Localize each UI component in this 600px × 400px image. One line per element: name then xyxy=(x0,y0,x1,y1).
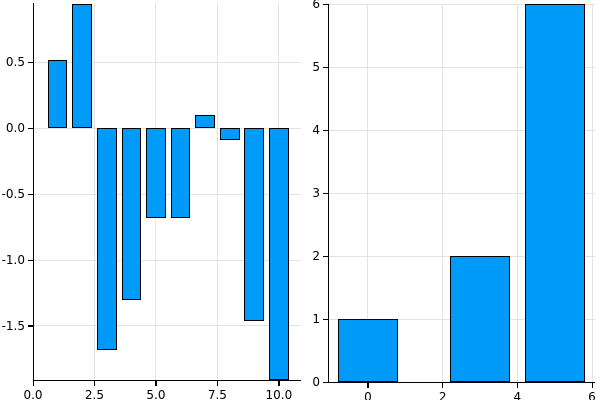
y-tick-0.5 xyxy=(28,61,33,63)
x-tick-2.5 xyxy=(93,381,96,386)
bar-right-3 xyxy=(524,4,585,382)
right-bar-chart: 0 2 4 6 0 1 2 3 4 5 6 xyxy=(312,0,595,400)
bar-left-10 xyxy=(269,128,289,380)
y-tick-label: 3 xyxy=(312,186,320,200)
bar-left-8 xyxy=(219,128,240,141)
x-tick-5.0 xyxy=(155,381,157,386)
x-tick-label: 0.0 xyxy=(23,388,43,400)
bar-right-2 xyxy=(450,256,510,382)
x-tick-label: 2 xyxy=(438,390,447,400)
y-axis-spine xyxy=(33,3,35,380)
y-tick-5 xyxy=(323,66,328,68)
y-gridline--0.5 xyxy=(33,193,301,195)
x-tick-0 xyxy=(367,383,369,388)
x-tick-4 xyxy=(516,383,518,388)
y-tick-label: 4 xyxy=(312,123,320,137)
y-tick-2 xyxy=(323,255,328,257)
x-tick-label: 10.0 xyxy=(265,388,293,400)
y-gridline--1.0 xyxy=(33,259,301,261)
x-tick-label: 2.5 xyxy=(84,388,104,400)
y-tick-label: 0.0 xyxy=(5,121,25,136)
x-tick-label: 5.0 xyxy=(146,388,166,400)
y-tick-label: 0 xyxy=(312,375,320,389)
left-bar-chart: 0.0 2.5 5.0 7.5 10.0 0.5 0.0 -0.5 -1.0 -1.5 xyxy=(2,3,301,400)
bar-left-6 xyxy=(170,128,191,218)
y-gridline--1.5 xyxy=(33,325,301,327)
x-tick-2 xyxy=(442,383,444,388)
x-axis-spine xyxy=(33,380,301,382)
bar-left-7 xyxy=(195,115,215,129)
x-tick-label: 0 xyxy=(364,390,372,400)
y-tick-label: 5 xyxy=(312,60,320,74)
y-tick-label: 6 xyxy=(312,0,320,11)
y-tick-3 xyxy=(323,192,328,194)
y-tick-4 xyxy=(323,129,328,131)
bar-left-3 xyxy=(96,128,117,350)
x-tick-label: 7.5 xyxy=(207,388,227,400)
x-axis-spine xyxy=(328,382,595,384)
y-gridline-3 xyxy=(328,192,595,194)
bar-left-5 xyxy=(146,128,166,218)
y-gridline-0.0 xyxy=(33,127,301,129)
y-tick-0.0 xyxy=(28,127,33,129)
y-tick-label: -1.0 xyxy=(1,253,25,268)
y-tick--1.5 xyxy=(28,325,33,327)
y-gridline-5 xyxy=(328,66,595,68)
y-tick-label: 1 xyxy=(312,312,320,326)
x-gridline-7.5 xyxy=(216,3,218,380)
y-gridline-0.5 xyxy=(33,61,301,63)
y-gridline-4 xyxy=(328,129,595,131)
bar-left-9 xyxy=(244,128,265,321)
x-gridline-2.5 xyxy=(93,3,95,380)
y-tick-label: -0.5 xyxy=(1,187,25,202)
y-tick-6 xyxy=(323,3,328,5)
y-axis-spine xyxy=(328,4,330,382)
x-tick-label: 4 xyxy=(513,390,522,400)
bar-left-2 xyxy=(72,4,92,129)
y-tick-label: -1.5 xyxy=(1,318,25,333)
x-tick-0.0 xyxy=(32,381,34,386)
y-tick-0 xyxy=(323,381,328,383)
bar-left-1 xyxy=(47,59,68,129)
y-tick-label: 0.5 xyxy=(5,55,25,70)
x-tick-label: 6 xyxy=(588,390,596,400)
x-tick-6 xyxy=(591,383,593,388)
y-tick--1.0 xyxy=(28,259,33,261)
y-tick--0.5 xyxy=(28,193,33,195)
bar-right-1 xyxy=(338,319,398,382)
y-tick-1 xyxy=(323,318,328,320)
y-tick-label: 2 xyxy=(312,249,320,263)
y-gridline-6 xyxy=(328,3,595,5)
x-tick-7.5 xyxy=(216,381,219,386)
x-tick-10.0 xyxy=(278,381,280,386)
bar-left-4 xyxy=(121,128,142,300)
